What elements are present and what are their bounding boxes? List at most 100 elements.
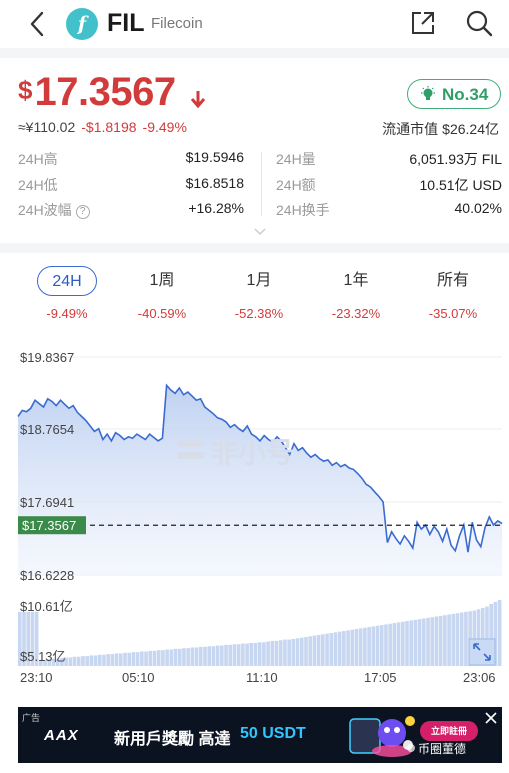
ad-banner[interactable]: 广告 AAX 新用戶獎勵 高達 50 USDT 立即註冊: [18, 707, 502, 763]
volume-bar: [207, 646, 211, 666]
market-cap-value: $26.24亿: [442, 121, 499, 137]
volume-bar: [480, 607, 485, 666]
tab-change-1m: -52.38%: [234, 306, 284, 321]
price-tick-label: $16.6228: [20, 568, 74, 583]
volume-bar: [278, 640, 283, 666]
volume-bar: [489, 603, 493, 666]
price-cny: ≈¥110.02: [18, 119, 76, 135]
volume-bar: [30, 611, 35, 666]
price-chart[interactable]: 非小号 $17.3567 $19.8367 $18.7654 $17.6941 …: [0, 338, 509, 690]
volume-bar: [312, 635, 317, 666]
expand-icon-bg[interactable]: [468, 638, 496, 666]
volume-bar: [106, 654, 110, 666]
volume-bar: [283, 639, 287, 666]
volume-bar: [291, 638, 296, 666]
search-icon[interactable]: [465, 9, 493, 37]
volume-bar: [224, 644, 228, 666]
ad-tag: 广告: [22, 713, 41, 723]
volume-bar: [325, 633, 329, 666]
volume-bar: [400, 621, 405, 666]
tab-change-all: -35.07%: [428, 306, 478, 321]
volume-bar: [198, 646, 203, 666]
price-change-pct: -9.49%: [142, 119, 187, 135]
volume-bar: [131, 652, 136, 666]
volume-bar: [464, 611, 468, 666]
volume-bar: [350, 629, 355, 666]
volume-bar: [253, 642, 258, 666]
volume-bar: [299, 637, 304, 666]
close-icon[interactable]: [484, 711, 498, 725]
time-axis-label: 23:06: [463, 670, 496, 685]
stat-24h-high: 24H高 $19.5946: [18, 149, 244, 167]
volume-bar: [169, 649, 174, 666]
volume-bar: [333, 632, 338, 666]
volume-bar: [409, 620, 414, 666]
price-change-abs: -$1.8198: [81, 119, 137, 135]
volume-bar: [493, 601, 498, 666]
volume-bar: [266, 641, 270, 666]
coin-logo-icon: f: [66, 8, 98, 40]
register-button[interactable]: 立即註冊: [420, 721, 478, 741]
volume-bar: [485, 606, 489, 666]
watermark-author: 币圈董德: [418, 742, 467, 756]
volume-bar: [455, 613, 460, 666]
volume-bar: [363, 627, 367, 666]
down-arrow-icon: [190, 91, 206, 108]
ad-slogan: 新用戶獎勵 高達: [114, 731, 231, 748]
volume-bar: [97, 654, 102, 666]
volume-bar: [367, 627, 371, 666]
volume-bar: [346, 630, 350, 666]
volume-bar: [119, 653, 123, 666]
time-axis-label: 11:10: [246, 670, 278, 685]
tab-all[interactable]: 所有: [436, 272, 469, 289]
stat-24h-volume: 24H量 6,051.93万 FIL: [276, 151, 502, 167]
current-price: $17.3567: [18, 70, 176, 115]
volume-bar: [426, 617, 430, 666]
stat-24h-turnover-rate: 24H换手 40.02%: [276, 200, 502, 218]
tab-1y[interactable]: 1年: [343, 272, 369, 289]
volume-bar: [304, 636, 308, 666]
volume-bar: [249, 642, 254, 666]
ad-amount: 50 USDT: [240, 725, 306, 742]
rank-label: No.34: [442, 85, 489, 104]
volume-bar: [110, 654, 115, 666]
price-currency: $: [18, 75, 33, 105]
expand-icon-glyph[interactable]: [473, 643, 491, 661]
current-price-tag: [18, 516, 86, 535]
volume-bar: [321, 634, 325, 666]
back-arrow-icon[interactable]: [26, 10, 50, 38]
volume-bar: [161, 650, 165, 666]
volume-bar: [182, 648, 186, 666]
volume-bar: [422, 618, 426, 666]
volume-bar: [190, 647, 195, 666]
volume-bar: [215, 645, 220, 666]
chevron-down-icon[interactable]: [254, 228, 266, 236]
tab-24h[interactable]: 24H: [37, 266, 97, 296]
share-icon[interactable]: [410, 10, 436, 36]
volume-bar: [241, 643, 245, 666]
price-tick-label: $19.8367: [20, 350, 74, 365]
tab-1w[interactable]: 1周: [149, 272, 175, 289]
volume-bar: [358, 628, 363, 666]
volume-bar: [152, 650, 157, 666]
volume-bar: [329, 633, 334, 666]
volume-bar: [102, 654, 106, 666]
volume-bar: [232, 644, 237, 666]
tab-change-1y: -23.32%: [331, 306, 381, 321]
volume-bar: [135, 652, 140, 666]
price-subline: ≈¥110.02 -$1.8198 -9.49%: [18, 119, 187, 135]
volume-bar: [497, 600, 502, 666]
volume-bar: [274, 640, 279, 666]
rank-badge[interactable]: No.34: [407, 79, 501, 109]
volume-bar: [18, 611, 22, 666]
volume-bar: [434, 616, 439, 666]
help-icon[interactable]: ?: [75, 205, 90, 219]
volume-bar: [430, 617, 435, 666]
expand-icon[interactable]: [468, 638, 496, 666]
volume-bar: [228, 644, 233, 666]
market-cap-label: 流通市值: [382, 121, 439, 137]
volume-tick-label: $10.61亿: [20, 599, 73, 614]
tab-1m[interactable]: 1月: [246, 272, 272, 289]
coin-name: Filecoin: [151, 15, 203, 32]
price-value: 17.3567: [34, 70, 176, 114]
